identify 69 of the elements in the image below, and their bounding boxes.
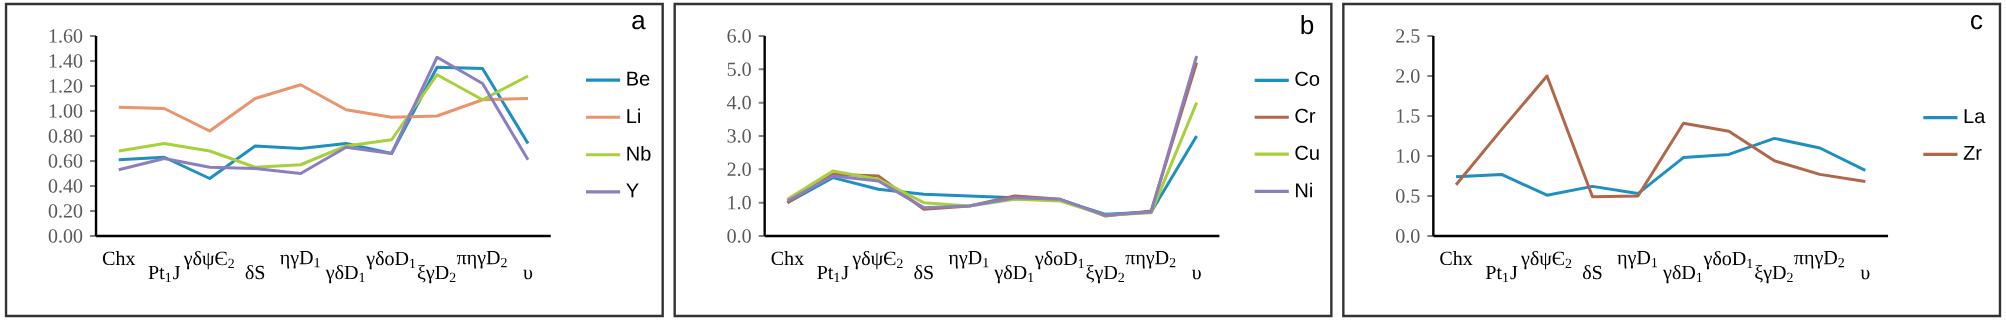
y-tick-label: 1.5 (1397, 109, 1420, 123)
y-tick-label: 2.5 (1396, 29, 1420, 43)
x-tick-label: πηγD$_{2}$ (456, 251, 507, 269)
y-tick-label: 0.0 (1396, 229, 1420, 243)
legend-label: Co (1295, 71, 1320, 86)
x-tick-label: υ (523, 269, 533, 280)
y-tick-label: 1.00 (49, 104, 83, 118)
legend-label: Cr (1295, 108, 1316, 123)
y-tick-label: 0.0 (727, 229, 751, 243)
y-tick-label: 1.0 (1397, 149, 1420, 163)
x-tick-label: Chx (771, 251, 804, 266)
y-tick-label: 0.40 (48, 179, 83, 193)
legend-label: Nb (627, 145, 651, 161)
line-series (1454, 136, 1867, 197)
text: a (632, 15, 646, 30)
legend-label: Y (626, 183, 639, 198)
x-tick-label: Pt$_{1}$J (1485, 265, 1518, 283)
y-tick-label: 0.80 (48, 129, 83, 143)
x-tick-label: ηγD$_{1}$ (1617, 251, 1657, 269)
legend-label: Zr (1963, 145, 1982, 160)
text: c (1971, 15, 1983, 30)
y-tick-label: 0.00 (48, 229, 83, 243)
x-tick-label: δS (914, 265, 933, 280)
x-tick-label: πηγD$_{2}$ (1125, 251, 1176, 269)
x-tick-label: γδψЄ$_{2}$ (852, 251, 903, 270)
x-tick-label: γδD$_{1}$ (325, 265, 365, 284)
legend-label: Ni (1296, 182, 1312, 198)
x-tick-label: γδψЄ$_{2}$ (1521, 251, 1572, 270)
y-tick-label: 0.60 (48, 154, 83, 168)
y-tick-label: 2.0 (727, 162, 751, 177)
legend-label: Be (627, 71, 650, 86)
x-tick-label: γδoD$_{1}$ (1034, 251, 1084, 270)
y-tick-label: 4.0 (726, 95, 751, 110)
x-tick-label: γδoD$_{1}$ (366, 251, 416, 270)
x-tick-label: γδoD$_{1}$ (1703, 251, 1753, 270)
x-tick-label: ηγD$_{1}$ (948, 251, 989, 269)
x-tick-label: Pt$_{1}$J (817, 265, 849, 283)
line-series (117, 83, 530, 133)
x-tick-label: πηγD$_{2}$ (1794, 251, 1844, 269)
x-tick-label: δS (1582, 265, 1602, 280)
x-tick-label: Chx (1440, 251, 1473, 266)
x-tick-label: Pt$_{1}$J (148, 265, 181, 283)
text: b (1301, 15, 1314, 35)
x-tick-label: υ (1860, 269, 1870, 280)
x-tick-label: ξγD$_{2}$ (417, 265, 456, 284)
legend-label: Li (627, 108, 640, 123)
y-tick-label: 5.0 (727, 62, 751, 77)
y-tick-label: 0.20 (48, 204, 83, 218)
y-tick-label: 1.40 (49, 54, 83, 68)
x-tick-label: υ (1191, 269, 1201, 280)
x-tick-label: γδD$_{1}$ (994, 265, 1034, 284)
y-tick-label: 1.20 (49, 79, 83, 93)
legend-label: Cu (1295, 145, 1319, 160)
x-tick-label: ξγD$_{2}$ (1755, 265, 1793, 284)
x-tick-label: γδψЄ$_{2}$ (183, 251, 234, 270)
x-tick-label: ηγD$_{1}$ (280, 251, 320, 269)
x-tick-label: γδD$_{1}$ (1663, 265, 1702, 284)
legend-label: La (1964, 109, 1986, 124)
x-tick-label: δS (245, 265, 265, 280)
y-tick-label: 3.0 (727, 129, 751, 143)
line-series (117, 73, 530, 169)
y-tick-label: 1.0 (728, 195, 751, 210)
y-tick-label: 2.0 (1396, 69, 1420, 83)
y-tick-label: 1.60 (49, 29, 83, 43)
x-tick-label: ξγD$_{2}$ (1086, 265, 1125, 284)
x-tick-label: Chx (102, 251, 136, 266)
y-tick-label: 0.5 (1396, 189, 1420, 203)
line-series (1454, 74, 1867, 199)
y-tick-label: 6.0 (727, 29, 751, 43)
